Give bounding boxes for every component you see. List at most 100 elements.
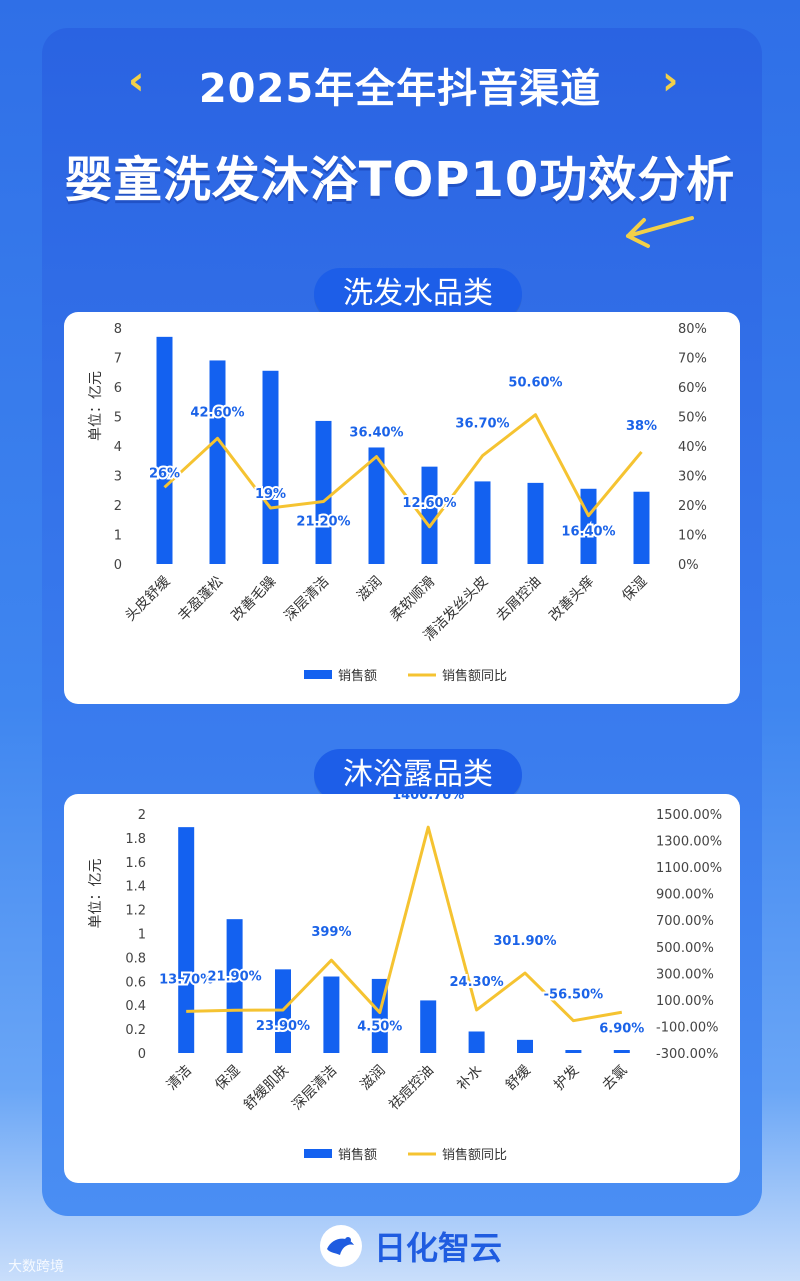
bar (517, 1039, 533, 1053)
y-right-tick: -100.00% (656, 1020, 719, 1035)
y-right-tick: 1300.00% (656, 835, 722, 850)
section-pill-shampoo: 洗发水品类 (314, 268, 522, 320)
x-tick-label: 深层清洁 (289, 1063, 340, 1114)
y-right-tick: 0% (678, 558, 699, 573)
y-right-tick: 20% (678, 499, 707, 514)
bar (565, 1050, 582, 1053)
y-left-tick: 1 (114, 529, 122, 544)
arrow-doodle-icon (626, 216, 694, 248)
data-label: 4.50% (357, 1020, 402, 1035)
data-label: 12.60% (402, 496, 456, 511)
y-right-tick: 900.00% (656, 888, 714, 903)
y-right-tick: 500.00% (656, 941, 714, 956)
watermark-text: 大数跨境 (8, 1259, 64, 1275)
legend-bar-label: 销售额 (338, 1147, 377, 1163)
data-label: 19% (255, 487, 286, 502)
data-label: 36.70% (455, 417, 509, 432)
y-left-tick: 0 (114, 558, 122, 573)
data-label: 38% (626, 419, 657, 434)
chart-card-bodywash: 0 0.2 0.4 0.6 0.8 1 1.2 1.4 1.6 1.8 2 -300.00% -100.… (64, 786, 740, 1183)
y-left-tick: 0.2 (125, 1023, 146, 1038)
y-left-tick: 4 (114, 440, 122, 455)
data-label: 24.30% (450, 975, 504, 990)
right-bracket-icon: › (662, 58, 679, 104)
data-label: 21.90% (208, 969, 262, 984)
x-tick-label: 滋润 (354, 574, 385, 605)
x-tick-label: 舒缓肌肤 (241, 1063, 292, 1114)
x-tick-label: 补水 (454, 1063, 485, 1094)
bar (156, 336, 173, 564)
y-left-tick: 1.4 (125, 880, 146, 895)
y-left-tick: 2 (114, 499, 122, 514)
y-right-tick: 300.00% (656, 967, 714, 982)
x-tick-label: 深层清洁 (281, 574, 332, 625)
x-tick-label: 滋润 (358, 1063, 389, 1094)
bar (315, 420, 332, 564)
data-label: 42.60% (190, 405, 244, 420)
legend-bar-swatch (304, 670, 332, 679)
x-tick-label: 柔软顺滑 (387, 573, 439, 625)
y-right-tick: 30% (678, 470, 707, 485)
x-tick-label: 去氯 (600, 1063, 631, 1094)
x-tick-label: 祛痘控油 (386, 1063, 437, 1114)
bar (262, 370, 279, 564)
x-tick-label: 保湿 (619, 574, 650, 605)
bar (468, 1031, 485, 1053)
x-tick-label: 去屑控油 (493, 574, 544, 625)
x-tick-label: 改善头痒 (546, 574, 597, 625)
legend-line-label: 销售额同比 (442, 1147, 507, 1163)
data-label: 21.20% (296, 514, 350, 529)
left-bracket-icon: ‹ (128, 58, 145, 104)
y-left-tick: 3 (114, 470, 122, 485)
bar (420, 1000, 437, 1053)
x-tick-label: 保湿 (212, 1063, 243, 1094)
line-series (186, 825, 623, 1023)
y-left-tick: 7 (114, 352, 122, 367)
y-left-tick: 0.6 (125, 975, 146, 990)
y-right-tick: 100.00% (656, 994, 714, 1009)
data-label: 6.90% (599, 1021, 644, 1036)
x-tick-label: 护发 (551, 1063, 582, 1094)
y-right-tick: 70% (678, 352, 707, 367)
y-left-tick: 8 (114, 322, 122, 337)
legend-bar-swatch (304, 1149, 332, 1158)
y-left-tick: 1 (138, 928, 146, 943)
data-label: 50.60% (508, 376, 562, 391)
bar (613, 1050, 630, 1053)
data-label: 23.90% (256, 1019, 310, 1034)
page-title-line2: 婴童洗发沐浴TOP10功效分析 (64, 152, 736, 208)
x-tick-label: 丰盈蓬松 (175, 574, 226, 625)
y-right-tick: 700.00% (656, 914, 714, 929)
y-left-tick: 0.8 (125, 951, 146, 966)
unit-label: 单位：亿元 (88, 371, 104, 441)
y-right-tick: 50% (678, 411, 707, 426)
chart-bodywash: 0 0.2 0.4 0.6 0.8 1 1.2 1.4 1.6 1.8 2 -300.00% -100.… (88, 786, 722, 1163)
y-right-tick: 40% (678, 440, 707, 455)
line-series (163, 413, 643, 529)
bar (178, 827, 195, 1053)
y-right-tick: 1500.00% (656, 808, 722, 823)
y-left-tick: 2 (138, 808, 146, 823)
x-tick-label: 改善毛躁 (228, 574, 279, 625)
y-left-tick: 0.4 (125, 999, 146, 1014)
bar (226, 919, 243, 1053)
y-left-tick: 5 (114, 411, 122, 426)
y-left-tick: 1.6 (125, 856, 146, 871)
data-label: 399% (311, 925, 351, 940)
data-label: 26% (149, 466, 180, 481)
page-title-line1: 2025年全年抖音渠道 (198, 66, 602, 112)
unit-label: 单位：亿元 (88, 859, 104, 929)
y-left-tick: 0 (138, 1047, 146, 1062)
bar (527, 482, 544, 564)
y-right-tick: -300.00% (656, 1047, 719, 1062)
x-tick-label: 清洁 (164, 1063, 195, 1094)
bar (474, 481, 491, 564)
section-pill-bodywash: 沐浴露品类 (314, 749, 522, 801)
bar (323, 976, 340, 1053)
brand-logo: 日化智云 (318, 1222, 502, 1270)
y-right-tick: 10% (678, 529, 707, 544)
brand-name: 日化智云 (374, 1229, 503, 1267)
y-right-tick: 60% (678, 381, 707, 396)
x-tick-label: 头皮舒缓 (122, 574, 173, 625)
legend-bar-label: 销售额 (338, 668, 377, 684)
